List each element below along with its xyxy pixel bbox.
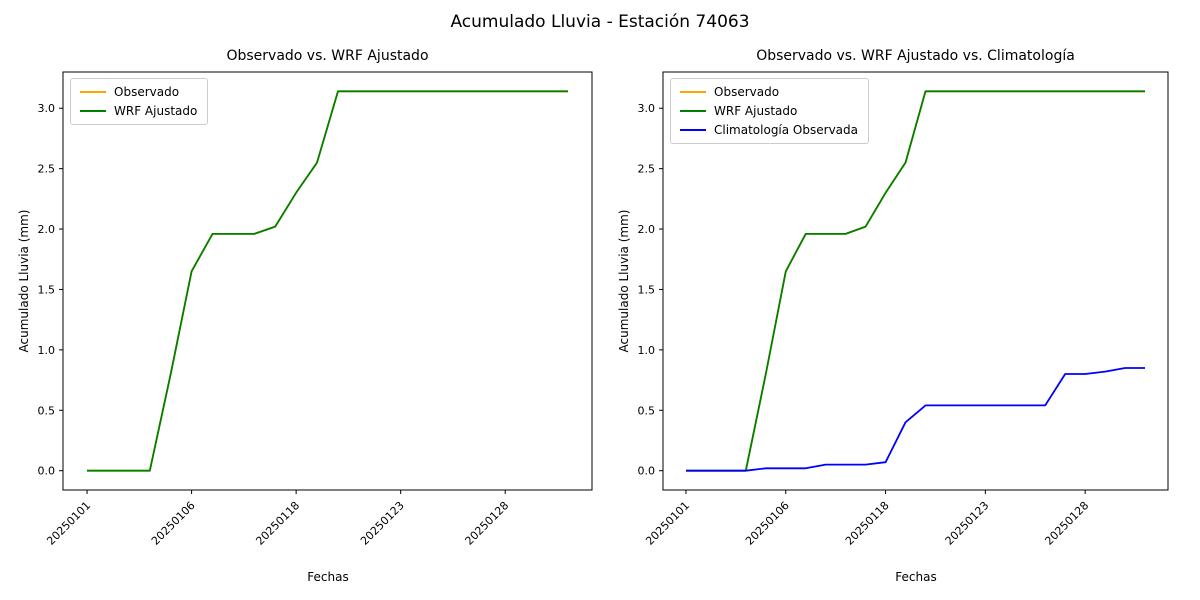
right-plot-title: Observado vs. WRF Ajustado vs. Climatolo… [756, 48, 1075, 64]
y-tick-label: 2.5 [638, 163, 656, 176]
x-tick-label: 20250101 [643, 499, 692, 548]
x-tick-label: 20250123 [943, 499, 992, 548]
legend-entry: Observado [80, 85, 197, 99]
x-tick-label: 20250118 [843, 499, 892, 548]
x-tick-label: 20250128 [1042, 499, 1091, 548]
axes-frame [62, 71, 593, 491]
series-line-wrf-ajustado [686, 90, 1145, 472]
legend-label: Observado [714, 85, 780, 99]
legend-line-swatch [80, 110, 106, 112]
left-plot-title: Observado vs. WRF Ajustado [226, 48, 429, 64]
x-tick-label: 20250123 [358, 499, 407, 548]
y-tick-label: 0.5 [38, 404, 56, 417]
y-tick-label: 1.0 [38, 344, 56, 357]
x-tick-label: 20250106 [149, 499, 198, 548]
legend-entry: WRF Ajustado [680, 104, 858, 118]
y-tick-label: 3.0 [38, 102, 56, 115]
right-plot-canvas: 0.0 0.5 1.0 1.5 2.0 2.5 3.0 20250101 20250106 202… [638, 71, 1169, 548]
y-tick-label: 1.0 [638, 344, 656, 357]
series-line-wrf-ajustado [87, 90, 568, 472]
left-plot-xlabel: Fechas [307, 570, 349, 584]
y-tick-label: 0.0 [638, 465, 656, 478]
legend-line-swatch [680, 129, 706, 131]
figure-title: Acumulado Lluvia - Estación 74063 [450, 12, 750, 32]
right-plot-xlabel: Fechas [895, 570, 937, 584]
subplot-right: 0.0 0.5 1.0 1.5 2.0 2.5 3.0 20250101 20250106 202… [600, 0, 1200, 600]
series-line-observado [87, 90, 568, 472]
right-plot-ylabel: Acumulado Lluvia (mm) [617, 209, 631, 353]
left-plot-ylabel: Acumulado Lluvia (mm) [17, 209, 31, 353]
legend-label: Climatología Observada [714, 123, 858, 137]
legend-label: WRF Ajustado [714, 104, 798, 118]
legend-entry: Climatología Observada [680, 123, 858, 137]
legend-line-swatch [80, 91, 106, 93]
y-tick-label: 1.5 [38, 283, 56, 296]
y-tick-label: 2.5 [38, 163, 56, 176]
legend-label: WRF Ajustado [114, 104, 198, 118]
x-tick-label: 20250128 [463, 499, 512, 548]
legend-line-swatch [680, 110, 706, 112]
legend-label: Observado [114, 85, 180, 99]
x-tick-label: 20250118 [253, 499, 302, 548]
y-tick-label: 0.5 [638, 404, 656, 417]
subplot-left: 0.0 0.5 1.0 1.5 2.0 2.5 3.0 20250101 20250106 202… [17, 48, 593, 584]
y-tick-label: 2.0 [638, 223, 656, 236]
series-line-climatología-observada [686, 367, 1145, 472]
y-tick-label: 0.0 [38, 465, 56, 478]
legend-entry: Observado [680, 85, 858, 99]
y-tick-label: 2.0 [38, 223, 56, 236]
legend: Observado WRF Ajustado Climatología Observ… [670, 78, 869, 144]
legend-entry: WRF Ajustado [80, 104, 197, 118]
y-tick-label: 3.0 [638, 102, 656, 115]
legend-line-swatch [680, 91, 706, 93]
y-tick-label: 1.5 [638, 283, 656, 296]
x-tick-label: 20250106 [743, 499, 792, 548]
x-tick-label: 20250101 [44, 499, 93, 548]
legend: Observado WRF Ajustado [70, 78, 209, 125]
left-plot-canvas: 0.0 0.5 1.0 1.5 2.0 2.5 3.0 20250101 20250106 202… [38, 71, 593, 548]
axes-frame [662, 71, 1169, 491]
